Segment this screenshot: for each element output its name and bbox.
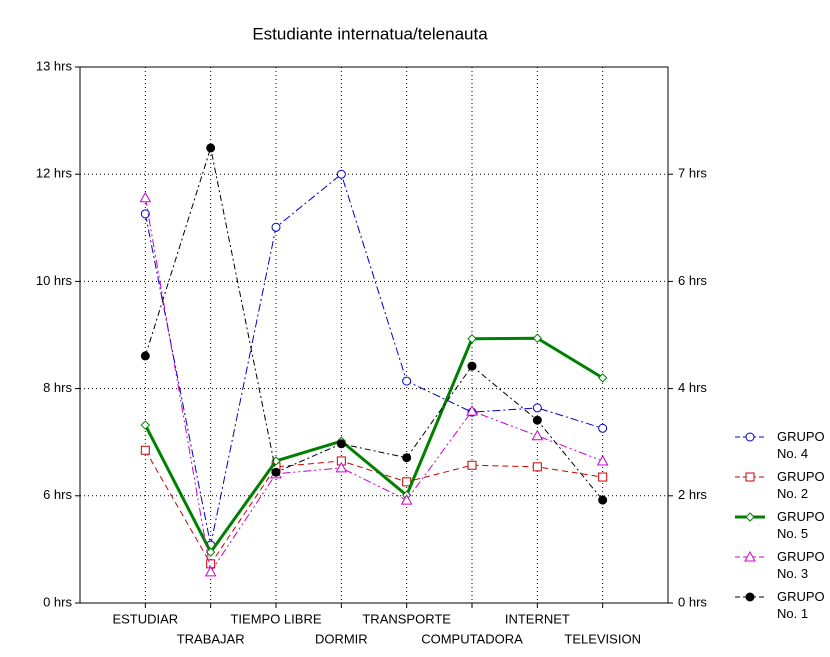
y2-tick-label: 2 hrs	[678, 487, 707, 502]
marker	[467, 334, 477, 344]
series-line	[144, 449, 603, 565]
marker	[139, 191, 152, 203]
marker	[597, 373, 608, 383]
marker	[596, 454, 609, 466]
y-tick-label: 8 hrs	[43, 380, 72, 395]
marker	[532, 403, 542, 413]
legend-label: GRUPO No. 2	[777, 469, 825, 501]
marker	[204, 565, 217, 577]
marker	[140, 209, 150, 219]
marker	[531, 429, 544, 441]
marker	[271, 222, 281, 232]
y-tick-label: 13 hrs	[36, 58, 73, 73]
legend-label: GRUPO No. 3	[777, 549, 825, 581]
marker	[532, 462, 542, 472]
x-tick-label: INTERNET	[505, 611, 570, 626]
marker	[745, 472, 755, 482]
marker	[532, 415, 542, 425]
x-tick-label: TRABAJAR	[177, 631, 245, 646]
marker	[598, 423, 608, 433]
marker	[467, 361, 477, 371]
marker	[336, 439, 346, 449]
marker	[745, 512, 755, 522]
series-line	[144, 147, 604, 501]
y-tick-label: 12 hrs	[36, 166, 73, 181]
legend-label: GRUPO No. 5	[777, 509, 825, 541]
marker	[140, 420, 151, 430]
plot-frame	[79, 66, 669, 604]
y-tick-label: 0 hrs	[43, 594, 72, 609]
chart-title: Estudiante internatua/telenauta	[252, 24, 488, 43]
marker	[140, 351, 150, 361]
y2-tick-label: 7 hrs	[678, 166, 707, 181]
marker	[467, 460, 477, 470]
marker	[400, 494, 413, 505]
marker	[745, 592, 755, 602]
x-tick-label: ESTUDIAR	[112, 611, 178, 626]
marker	[744, 550, 756, 562]
marker	[140, 445, 150, 455]
x-tick-label: DORMIR	[315, 631, 368, 646]
legend-label: GRUPO No. 1	[777, 589, 825, 621]
marker	[336, 169, 346, 179]
marker	[598, 495, 608, 505]
marker	[205, 547, 216, 557]
legend-label: GRUPO No. 4	[777, 429, 825, 461]
marker	[532, 333, 543, 343]
x-tick-label: TELEVISION	[564, 631, 641, 646]
x-tick-label: COMPUTADORA	[421, 631, 523, 646]
x-tick-label: TRANSPORTE	[362, 611, 451, 626]
y2-tick-label: 6 hrs	[678, 273, 707, 288]
y2-tick-label: 0 hrs	[678, 594, 707, 609]
marker	[745, 432, 755, 442]
y-tick-label: 10 hrs	[36, 273, 73, 288]
marker	[598, 472, 608, 482]
marker	[335, 461, 348, 473]
x-tick-label: TIEMPO LIBRE	[230, 611, 321, 626]
marker	[206, 143, 216, 153]
series-line	[143, 336, 604, 555]
series-line	[144, 173, 603, 546]
marker	[402, 453, 412, 463]
y-tick-label: 6 hrs	[43, 487, 72, 502]
marker	[402, 376, 412, 386]
series-line	[144, 197, 603, 574]
y2-tick-label: 4 hrs	[678, 380, 707, 395]
marker	[271, 467, 281, 477]
marker	[466, 405, 478, 416]
